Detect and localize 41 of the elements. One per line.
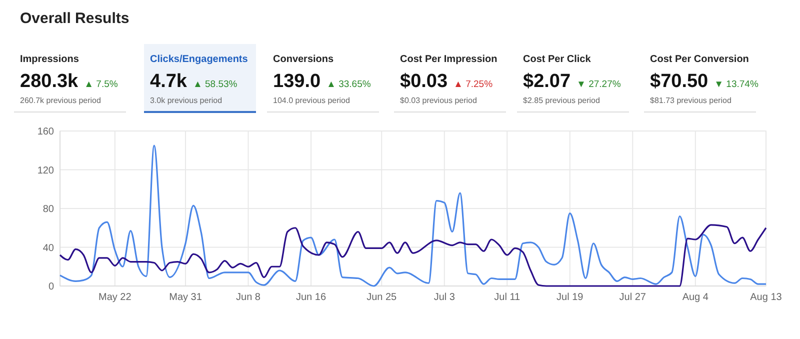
x-tick-label: Jul 3	[434, 292, 456, 303]
text: Conversions	[273, 54, 334, 65]
text: 4.7k	[150, 71, 187, 92]
text: 280.3k	[20, 71, 78, 92]
text: 104.0 previous period	[273, 96, 350, 105]
x-tick-label: Jul 27	[619, 292, 646, 303]
text: Cost Per Click	[523, 54, 592, 65]
x-tick-label: May 31	[169, 292, 202, 303]
x-tick-label: May 22	[98, 292, 132, 303]
text: Impressions	[20, 54, 80, 65]
text: $81.73 previous period	[650, 96, 732, 105]
y-tick-label: 160	[37, 126, 54, 138]
y-tick-label: 0	[48, 282, 54, 292]
x-tick-label: Jun 8	[236, 292, 261, 303]
text: $0.03	[400, 71, 448, 92]
text: ▲ 7.5%	[84, 79, 118, 90]
x-tick-label: Jun 25	[366, 292, 398, 303]
text: $2.85 previous period	[523, 96, 600, 105]
text: $2.07	[523, 71, 571, 92]
x-tick-label: Aug 13	[750, 292, 782, 303]
text: ▲ 7.25%	[454, 79, 494, 90]
text: 260.7k previous period	[20, 96, 101, 105]
text: ▼ 13.74%	[714, 79, 759, 90]
x-tick-label: Jul 19	[556, 292, 584, 303]
y-tick-label: 120	[37, 165, 54, 176]
text: 3.0k previous period	[150, 96, 222, 105]
text: ▲ 33.65%	[326, 79, 372, 90]
x-tick-label: Jul 11	[494, 292, 521, 303]
x-tick-label: Aug 4	[682, 292, 709, 303]
text: Overall Results	[20, 10, 130, 27]
text: ▲ 58.53%	[192, 79, 238, 90]
x-tick-label: Jun 16	[296, 292, 326, 303]
text: 139.0	[273, 71, 321, 92]
y-tick-label: 80	[42, 204, 54, 215]
text: ▼ 27.27%	[576, 79, 622, 90]
text: $70.50	[650, 71, 708, 92]
text: Cost Per Conversion	[650, 54, 749, 65]
y-tick-label: 40	[42, 242, 54, 254]
text: Clicks/Engagements	[150, 54, 248, 65]
text: $0.03 previous period	[400, 96, 477, 105]
text: Cost Per Impression	[400, 54, 498, 65]
